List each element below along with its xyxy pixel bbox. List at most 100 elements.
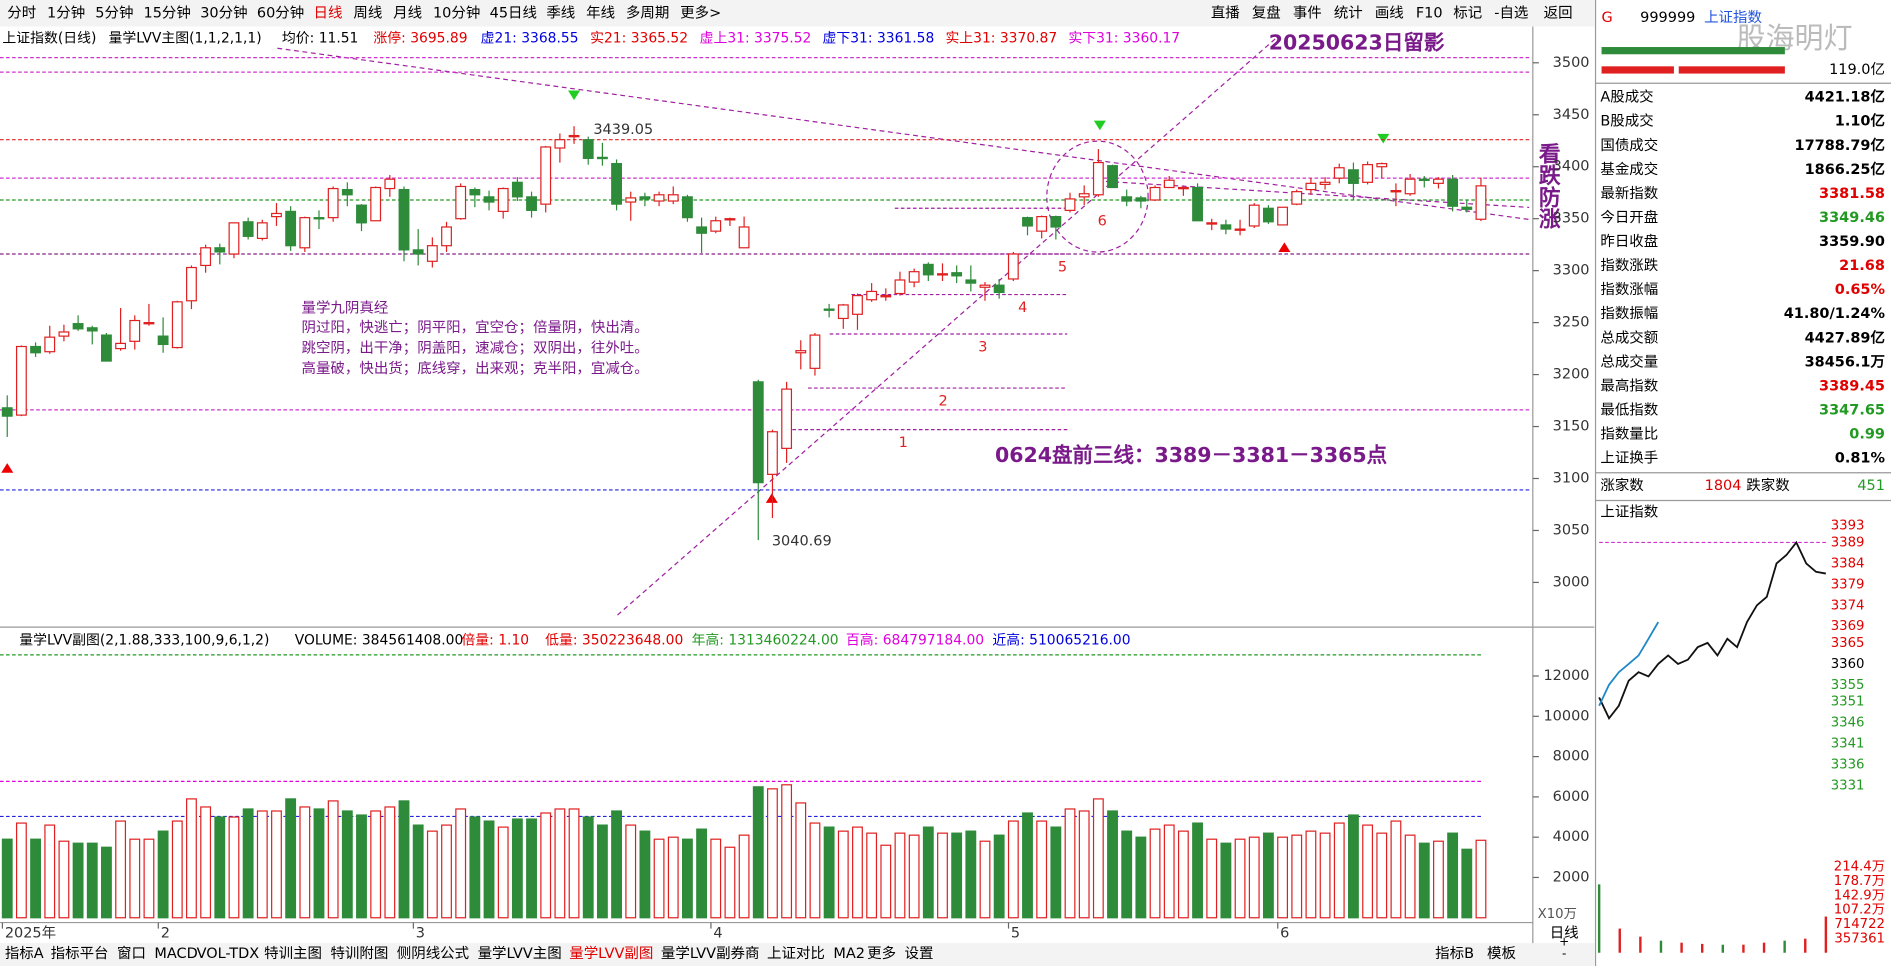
date-label: 2025年 bbox=[5, 924, 56, 941]
quote-label: 指数涨幅 bbox=[1600, 281, 1658, 298]
volume-bar bbox=[696, 828, 708, 919]
indicator-tab[interactable]: 上证对比 bbox=[767, 945, 825, 962]
candle-body bbox=[653, 194, 665, 202]
poem-line: 阴过阳，快逃亡；阴平阳，宜空仓；倍量阴，快出清。 bbox=[302, 319, 649, 336]
candle-body bbox=[752, 381, 764, 484]
side-button[interactable]: - bbox=[1562, 946, 1566, 960]
indicator-tab[interactable]: 指标平台 bbox=[51, 945, 109, 962]
date-label: 6 bbox=[1280, 925, 1289, 941]
volume-bar bbox=[1390, 820, 1402, 919]
volume-bar bbox=[1092, 798, 1104, 919]
period-tab[interactable]: 更多> bbox=[680, 4, 721, 21]
candle-body bbox=[412, 249, 424, 255]
candle-body bbox=[1149, 186, 1161, 201]
period-tab[interactable]: 月线 bbox=[393, 4, 422, 21]
poem-line: 跳空阴，出干净；阴盖阳，速减仓；双阴出，往外吐。 bbox=[302, 340, 649, 357]
volume-bar bbox=[497, 826, 509, 919]
indicator-tab[interactable]: 特训附图 bbox=[330, 945, 388, 962]
date-label: 4 bbox=[713, 925, 722, 941]
candle-body bbox=[1121, 196, 1133, 202]
volume-bar bbox=[738, 834, 750, 919]
period-tab[interactable]: 45日线 bbox=[490, 4, 537, 21]
toolbar-button[interactable]: -自选 bbox=[1494, 4, 1528, 21]
stock-name: 上证指数 bbox=[1704, 9, 1762, 26]
period-tab[interactable]: 日线 bbox=[314, 4, 343, 21]
candle-body bbox=[1192, 186, 1203, 222]
amount: 119.0亿 bbox=[1829, 61, 1885, 78]
period-tab[interactable]: 多周期 bbox=[626, 4, 669, 21]
toolbar-button[interactable]: 画线 bbox=[1375, 4, 1404, 21]
side-button[interactable]: + bbox=[1559, 934, 1569, 948]
toolbar-button[interactable]: 标记 bbox=[1453, 4, 1482, 21]
toolbar-button[interactable]: 事件 bbox=[1293, 4, 1322, 21]
toolbar-button[interactable]: 返回 bbox=[1544, 4, 1573, 21]
candle-body bbox=[1319, 181, 1331, 185]
info-text: 虚21: 3368.55 bbox=[481, 31, 579, 47]
volume-bar bbox=[823, 826, 835, 919]
info-text: 实21: 3365.52 bbox=[590, 31, 688, 47]
top-toolbar bbox=[0, 0, 1595, 27]
toolbar-button[interactable]: 直播 bbox=[1211, 4, 1240, 21]
period-tab[interactable]: 15分钟 bbox=[144, 4, 191, 21]
volume-bar bbox=[370, 810, 382, 919]
flag: G bbox=[1602, 10, 1613, 26]
indicator-tab[interactable]: 特训主图 bbox=[264, 945, 322, 962]
candle-body bbox=[469, 188, 481, 196]
indicator-tab[interactable]: VOL-TDX bbox=[197, 946, 260, 962]
indicator-tab[interactable]: 指标A bbox=[5, 945, 44, 962]
candle-body bbox=[852, 294, 863, 315]
volume-bar bbox=[596, 824, 608, 919]
indicator-tab[interactable]: 量学LVV副图 bbox=[569, 945, 653, 962]
indicator-tab[interactable]: 侧阴线公式 bbox=[397, 945, 469, 962]
indicator-tab[interactable]: MA2 bbox=[833, 946, 865, 962]
toolbar-button[interactable]: 统计 bbox=[1334, 4, 1363, 21]
volume-bar bbox=[327, 800, 339, 919]
intraday-tick-label: 3336 bbox=[1831, 757, 1865, 772]
intraday-average-line bbox=[1598, 621, 1660, 707]
toolbar-button[interactable]: 复盘 bbox=[1252, 3, 1281, 21]
volume-bar bbox=[143, 838, 155, 919]
quote-label: B股成交 bbox=[1600, 112, 1653, 130]
period-tab[interactable]: 分时 bbox=[7, 4, 36, 21]
volume-bar bbox=[1333, 822, 1345, 919]
toolbar-button[interactable]: F10 bbox=[1416, 5, 1443, 21]
period-tab[interactable]: 周线 bbox=[353, 4, 382, 21]
candle-body bbox=[696, 226, 708, 234]
side-button[interactable]: 日线 bbox=[1550, 924, 1579, 941]
indicator-tab[interactable]: 指标B bbox=[1435, 945, 1474, 962]
period-tab[interactable]: 5分钟 bbox=[95, 4, 133, 21]
indicator-tab[interactable]: 窗口 bbox=[117, 944, 146, 962]
indicator-tab[interactable]: 更多 bbox=[867, 945, 896, 962]
candle-body bbox=[1433, 178, 1444, 184]
volume-bar bbox=[1433, 840, 1444, 919]
trend-line bbox=[617, 35, 1279, 616]
volume-bar bbox=[271, 810, 282, 919]
candle-body bbox=[1050, 215, 1062, 228]
period-tab[interactable]: 季线 bbox=[546, 4, 575, 21]
period-tab[interactable]: 10分钟 bbox=[433, 4, 480, 21]
volume-bar bbox=[1192, 822, 1203, 919]
candle-body bbox=[1248, 204, 1260, 227]
candle-body bbox=[611, 162, 622, 205]
indicator-tab[interactable]: 设置 bbox=[904, 945, 933, 962]
indicator-tab[interactable]: 量学LVV主图 bbox=[478, 945, 562, 962]
indicator-tab[interactable]: MACD bbox=[154, 946, 197, 962]
intraday-tick-label: 3384 bbox=[1831, 556, 1865, 571]
indicator-tab[interactable]: 模板 bbox=[1487, 944, 1516, 962]
candle-body bbox=[143, 322, 155, 325]
candle-body bbox=[214, 247, 226, 253]
candle-body bbox=[44, 336, 56, 353]
quote-value: 4427.89亿 bbox=[1805, 328, 1885, 346]
period-tab[interactable]: 1分钟 bbox=[47, 4, 85, 21]
period-tab[interactable]: 30分钟 bbox=[200, 4, 247, 21]
intraday-tick-label: 3341 bbox=[1831, 736, 1865, 751]
candle-body bbox=[979, 284, 991, 288]
period-tab[interactable]: 60分钟 bbox=[257, 4, 304, 21]
volume-bar bbox=[299, 806, 311, 919]
y-tick-label: 3200 bbox=[1553, 367, 1590, 383]
candle-body bbox=[299, 217, 311, 249]
volume-bar bbox=[1177, 830, 1189, 919]
indicator-tab[interactable]: 量学LVV副券商 bbox=[661, 945, 760, 962]
candle-body bbox=[1022, 217, 1033, 227]
period-tab[interactable]: 年线 bbox=[586, 4, 615, 21]
